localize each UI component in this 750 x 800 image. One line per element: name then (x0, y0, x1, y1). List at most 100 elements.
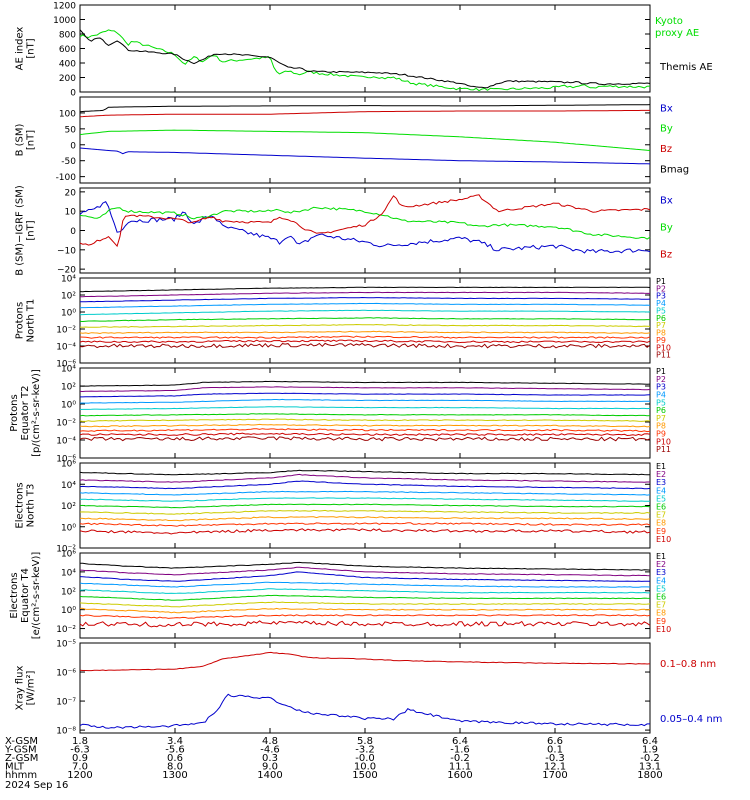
y-axis-label: North T3 (26, 484, 37, 528)
legend-entry: E4 (656, 576, 666, 585)
legend-entry: E5 (656, 584, 666, 593)
y-tick-label: 10⁰ (61, 309, 76, 319)
legend-entry: E8 (656, 609, 666, 618)
legend-entry: E5 (656, 494, 666, 503)
series-line-e7 (79, 601, 651, 608)
series-line-e9 (79, 614, 651, 619)
y-tick-label: -50 (61, 157, 76, 167)
y-tick-label: 10⁻⁷ (56, 698, 76, 708)
series-line-p6 (79, 317, 650, 323)
legend-entry: E1 (656, 552, 666, 561)
series-line-bx (79, 201, 651, 254)
y-axis-label: North T1 (26, 299, 37, 343)
series-line-p5 (79, 309, 651, 316)
panel-4: 10⁻⁶ 10⁻⁴ 10⁻² 10⁰ 10² 10⁴ Protons North T1 P1P2… (15, 275, 672, 370)
orbit-value: 12.1 (544, 762, 566, 773)
orbit-value: 6.6 (547, 736, 563, 747)
orbit-value: 1500 (352, 770, 377, 781)
series-line-p4 (79, 302, 651, 309)
legend-entry: E9 (656, 617, 666, 626)
orbit-value: 7.0 (72, 762, 88, 773)
series-line-0-1-0-8-nm (79, 651, 651, 672)
y-tick-label: 20 (65, 188, 77, 198)
legend-entry: E2 (656, 560, 666, 569)
series-line-0-05-0-4-nm (79, 693, 650, 729)
series-line-e1 (79, 469, 651, 476)
legend-entry: E1 (656, 462, 666, 471)
orbit-value: 0.9 (72, 753, 88, 764)
series-line-p8 (79, 423, 651, 428)
y-tick-label: 10² (61, 502, 76, 512)
y-tick-label: 10⁴ (61, 481, 76, 491)
y-tick-label: 10⁰ (61, 401, 76, 411)
y-tick-label: 400 (59, 60, 76, 70)
y-axis-label: [e/(cm²-s-sr-keV)] (31, 552, 42, 640)
series-line-p7 (79, 323, 651, 328)
series-line-e9 (79, 522, 651, 527)
series-line-p2 (79, 386, 651, 393)
series-line-p1 (79, 286, 651, 293)
legend-entry: E3 (656, 568, 666, 577)
legend-entry: P10 (656, 437, 671, 446)
series-line-bz (79, 194, 651, 248)
legend-entry: P5 (656, 398, 666, 407)
legend-entry: By (660, 223, 673, 234)
y-axis-label: B (SM) (15, 123, 26, 156)
orbit-value: 1600 (447, 770, 472, 781)
y-axis-label: [nT] (26, 38, 37, 58)
orbit-value: -1.6 (450, 745, 470, 756)
series-line-e3 (79, 480, 651, 490)
y-tick-label: 10⁻² (56, 625, 76, 635)
orbit-value: 1300 (162, 770, 187, 781)
y-tick-label: 800 (59, 31, 76, 41)
orbit-value: -0.0 (355, 753, 375, 764)
y-tick-label: 10⁴ (61, 275, 76, 285)
panel-frame (79, 96, 651, 184)
legend-entry: P1 (656, 367, 666, 376)
orbit-value: 0.3 (262, 753, 278, 764)
series-line-by (79, 206, 651, 240)
orbit-value: 0.6 (167, 753, 183, 764)
panel-7: 10⁻² 10⁰ 10² 10⁴ 10⁶ Electrons Equator T4 [e/(c… (9, 550, 671, 640)
orbit-row-label: X-GSM (5, 736, 38, 747)
series-line-e10 (79, 528, 651, 535)
series-line-p10 (79, 339, 651, 344)
y-axis-label: Equator T4 (20, 568, 31, 623)
y-tick-label: 10⁻² (56, 326, 76, 336)
orbit-value: -5.6 (165, 745, 185, 756)
legend-entry: E10 (656, 535, 671, 544)
series-line-e3 (79, 571, 651, 582)
legend-entry: By (660, 124, 673, 135)
orbit-value: 10.0 (354, 762, 376, 773)
orbit-value: 4.8 (262, 736, 278, 747)
series-line-e2 (79, 473, 650, 483)
series-line-e4 (79, 581, 651, 588)
series-line-p9 (79, 428, 651, 433)
panel-5: 10⁻⁶ 10⁻⁴ 10⁻² 10⁰ 10² 10⁴ Protons Equator T2 [p… (9, 365, 671, 465)
series-line-kyoto-proxy-ae (79, 29, 651, 92)
legend-entry: E2 (656, 470, 666, 479)
y-tick-label: −10 (57, 246, 76, 256)
y-tick-label: 10⁻⁶ (56, 455, 76, 465)
orbit-row-label: Z-GSM (5, 753, 38, 764)
orbit-value: 6.4 (452, 736, 468, 747)
orbit-value: 3.4 (167, 736, 183, 747)
series-line-e2 (79, 566, 651, 577)
legend-entry: P9 (656, 430, 666, 439)
series-line-by (79, 129, 651, 151)
panel-1: 0 200 400 600 800 1000 1200 AE index [nT] Kyotopr… (15, 2, 713, 99)
orbit-value: 5.8 (357, 736, 373, 747)
legend-entry: Bz (660, 250, 672, 261)
y-tick-label: 10⁻⁶ (56, 360, 76, 370)
legend-entry: P3 (656, 383, 666, 392)
orbit-value: -0.2 (450, 753, 470, 764)
y-tick-label: 10⁴ (61, 568, 76, 578)
panel-frame (79, 187, 651, 274)
series-line-p10 (79, 432, 651, 437)
y-axis-label: B (SM)−IGRF (SM) (15, 185, 26, 276)
series-line-p9 (79, 335, 651, 339)
legend-entry: E9 (656, 527, 666, 536)
y-axis-label: Protons (9, 394, 20, 431)
y-axis-label: [W/m²] (26, 670, 37, 705)
legend-entry: P5 (656, 306, 666, 315)
